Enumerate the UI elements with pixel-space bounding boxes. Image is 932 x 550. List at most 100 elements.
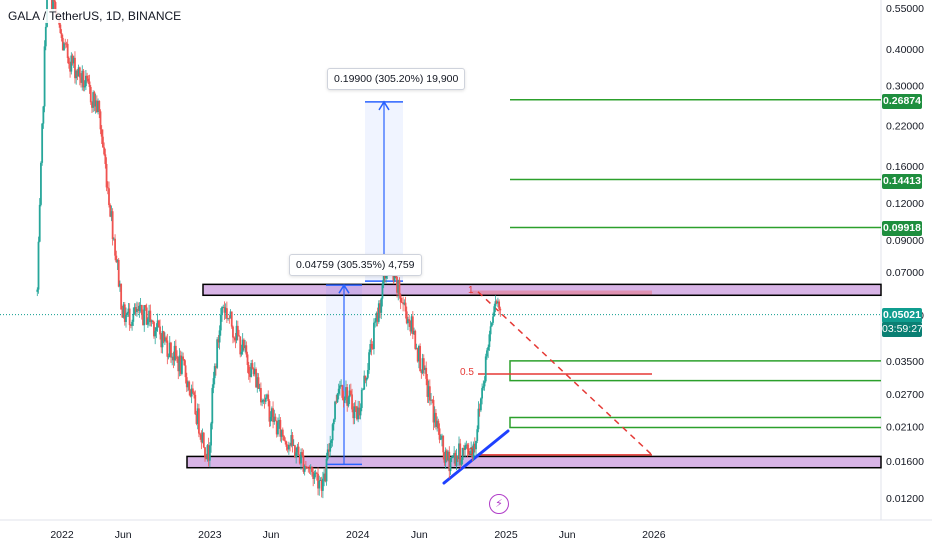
candle-body [315, 472, 318, 474]
candle-body [416, 348, 419, 362]
candle-body [469, 454, 471, 456]
candle-body [182, 356, 185, 360]
measure-arrow-head [338, 283, 350, 294]
candle-body [481, 388, 483, 399]
y-tick-label: 0.40000 [886, 44, 924, 56]
candle-body [200, 434, 203, 443]
candle-body [264, 397, 267, 402]
candle-body [275, 420, 278, 435]
candle-body [126, 312, 129, 315]
y-tick-label: 0.07000 [886, 267, 924, 279]
candle-body [399, 295, 402, 303]
x-tick-label: 2024 [346, 529, 370, 541]
candle-body [464, 445, 466, 450]
candle-body [379, 303, 381, 313]
x-tick-label: 2025 [494, 529, 518, 541]
y-tick-label: 0.16000 [886, 161, 924, 173]
green-range-box-upper [509, 360, 881, 382]
candle-body [442, 435, 445, 453]
candle-body [435, 412, 437, 427]
candle-body [375, 312, 378, 322]
candle-body [145, 307, 148, 325]
fib-top-band [470, 290, 652, 295]
candle-body [346, 387, 349, 406]
candle-body [212, 378, 215, 388]
candle-body [306, 466, 308, 468]
lightning-bolt-icon[interactable]: ⚡ [489, 494, 509, 514]
candle-body [347, 397, 350, 406]
candle-body [353, 406, 356, 419]
candle-body [80, 77, 82, 83]
candle-body [184, 365, 187, 378]
candle-body [402, 302, 405, 305]
candle-body [36, 289, 39, 292]
candle-body [284, 440, 287, 442]
candle-body [256, 377, 259, 388]
candle-body [61, 37, 64, 51]
candle-body [77, 67, 80, 77]
candle-body [398, 280, 401, 296]
candle-body [445, 450, 448, 461]
candle-body [325, 458, 328, 482]
support-trendline [442, 429, 510, 485]
candle-body [228, 317, 231, 319]
candle-body [368, 352, 370, 371]
candle-body [166, 340, 169, 357]
candle-body [242, 339, 245, 349]
candle-body [196, 408, 199, 424]
candle-body [114, 238, 116, 256]
candle-body [42, 106, 45, 124]
candle-body [337, 388, 340, 394]
candle-body [233, 337, 236, 339]
candle-body [304, 466, 307, 467]
candle-body [136, 308, 138, 312]
candle-body [83, 86, 86, 88]
candle-body [414, 330, 417, 349]
candle-body [223, 307, 226, 313]
candle-body [452, 456, 454, 458]
candle-body [294, 445, 296, 458]
candle-body [105, 163, 108, 188]
candle-body [374, 321, 377, 323]
candle-body [215, 366, 217, 368]
candle-body [87, 78, 90, 82]
candle-body [94, 100, 97, 107]
candle-body [91, 102, 93, 108]
candle-body [320, 480, 323, 491]
candle-body [317, 473, 319, 489]
candle-body [193, 392, 195, 395]
candle-body [407, 319, 409, 324]
x-tick-label: Jun [263, 529, 280, 541]
candle-body [409, 321, 412, 332]
measure-label-big: 0.19900 (305.20%) 19,900 [327, 68, 466, 90]
candle-body [396, 277, 398, 293]
candle-body [326, 449, 329, 459]
candle-body [291, 435, 294, 446]
candle-body [138, 305, 141, 311]
candle-body [161, 331, 164, 348]
candle-body [428, 386, 431, 401]
candle-body [172, 356, 175, 361]
candle-body [348, 390, 351, 398]
candle-body [370, 344, 373, 349]
fib-label-zero: 0 [468, 447, 474, 458]
candle-body [171, 356, 174, 358]
candle-body [413, 330, 415, 335]
candle-body [140, 305, 143, 315]
support-zone [186, 455, 882, 469]
candle-body [319, 480, 322, 482]
candle-body [272, 408, 274, 422]
countdown-badge: 03:59:27 [882, 322, 923, 337]
candle-body [455, 455, 458, 466]
candle-body [280, 429, 283, 437]
candle-body [460, 459, 463, 465]
candle-body [309, 467, 312, 469]
y-tick-label: 0.02700 [886, 389, 924, 401]
y-tick-label: 0.01600 [886, 456, 924, 468]
y-tick-label: 0.30000 [886, 81, 924, 93]
candle-body [236, 325, 239, 336]
candle-body [444, 450, 447, 463]
candle-body [40, 162, 42, 205]
